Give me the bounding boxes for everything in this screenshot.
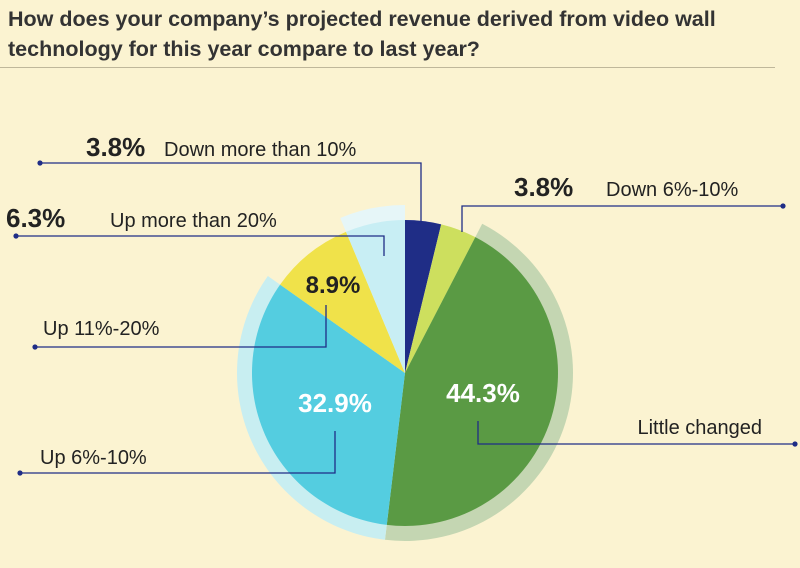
slice-up-11-20 [280,231,405,373]
slice-little-changed [386,237,558,526]
value-label-up-6-10: 32.9% [298,388,372,418]
leader-dot-up-6-10 [17,470,23,476]
category-label-up-6-10: Up 6%-10% [40,447,147,469]
leader-line-up-more-than-20 [16,235,385,256]
title-divider [0,67,775,68]
leader-dot-down-6-10 [780,203,786,209]
chart-title: How does your company’s projected revenu… [8,7,716,61]
category-label-down-more-than-10: Down more than 10% [164,139,357,161]
leader-dot-up-11-20 [32,344,38,350]
slice-up-6-10 [251,284,405,525]
value-label-up-more-than-20: 6.3% [6,203,65,233]
leader-line-up-6-10 [20,431,336,474]
slice-down-6-10 [405,224,476,373]
leader-dot-up-more-than-20 [13,233,19,239]
leader-line-up-11-20 [35,305,327,348]
category-label-up-11-20: Up 11%-20% [43,318,160,340]
value-label-down-6-10: 3.8% [514,172,573,202]
leader-line-down-6-10 [461,205,783,232]
category-label-little-changed: Little changed [637,417,762,439]
leader-line-little-changed [477,421,795,445]
value-label-little-changed: 44.3% [446,378,520,408]
leader-line-down-more-than-10 [40,162,422,224]
category-label-up-more-than-20: Up more than 20% [110,210,277,232]
value-label-down-more-than-10: 3.8% [86,132,145,162]
category-label-down-6-10: Down 6%-10% [606,179,739,201]
leader-dot-little-changed [792,441,798,447]
slice-down-more-than-10 [405,220,442,373]
slice-up-more-than-20 [346,220,405,373]
leader-dot-down-more-than-10 [37,160,43,166]
value-label-up-11-20: 8.9% [306,272,361,299]
